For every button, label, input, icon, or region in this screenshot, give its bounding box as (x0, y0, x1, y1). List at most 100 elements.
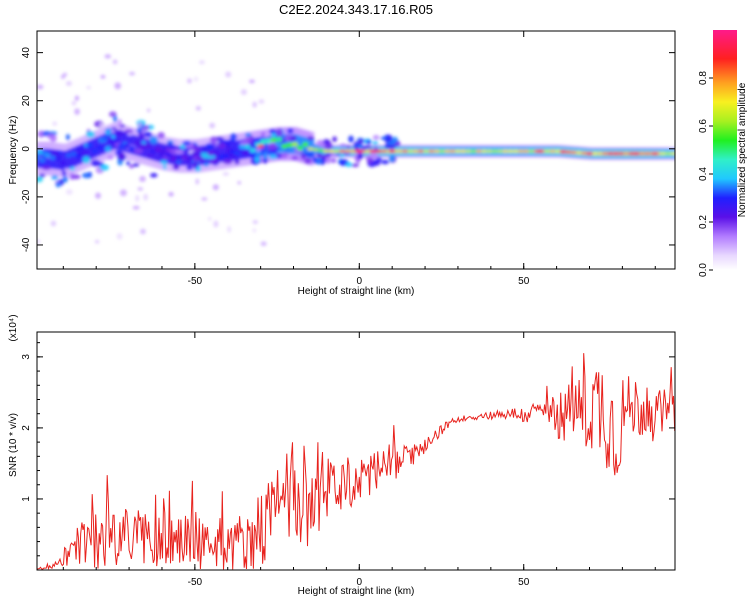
heatmap-outlier (139, 175, 146, 183)
heatmap-blob (112, 115, 118, 123)
heatmap-core (207, 151, 214, 156)
heatmap-core (544, 149, 551, 153)
heatmap-blob (85, 131, 96, 138)
heatmap-peak (559, 150, 567, 154)
heatmap-outlier (209, 122, 216, 129)
heatmap-outlier (193, 76, 199, 82)
heatmap-core (260, 139, 267, 145)
heatmap-blob (99, 164, 110, 171)
heatmap-blob (39, 173, 46, 178)
spectrogram-ticks: -50 0 50 -40 -20 0 20 40 (21, 31, 675, 287)
heatmap-band-cell (103, 133, 110, 153)
heatmap-blob (345, 162, 353, 168)
heatmap-blob (75, 146, 84, 152)
snr-ticks: -50 0 50 1 2 3 (21, 332, 675, 588)
heatmap-blob (369, 152, 379, 160)
heatmap-core (81, 150, 88, 156)
heatmap-outlier (227, 226, 232, 233)
heatmap-band-cell (170, 145, 177, 165)
heatmap-core (465, 149, 472, 153)
colorbar-tick-label: 0.0 (698, 263, 709, 277)
heatmap-blob (205, 160, 210, 164)
heatmap-core (665, 152, 672, 156)
heatmap-outlier (119, 189, 127, 197)
heatmap-blob (55, 181, 61, 188)
heatmap-band-cell (99, 135, 106, 155)
heatmap-outlier (225, 71, 232, 78)
heatmap-blob (280, 152, 289, 159)
heatmap-outlier (237, 181, 241, 185)
heatmap-core (444, 149, 451, 153)
heatmap-core (112, 138, 120, 144)
chart-title: C2E2.2024.343.17.16.R05 (279, 2, 433, 17)
heatmap-band-cell (146, 139, 153, 159)
heatmap-outlier (212, 184, 219, 191)
heatmap-core (475, 149, 483, 153)
heatmap-band-cell (174, 145, 181, 166)
heatmap-blob (291, 155, 299, 161)
heatmap-blob (366, 157, 374, 164)
heatmap-outlier (104, 54, 112, 59)
heatmap-outlier (195, 106, 201, 111)
heatmap-core (323, 149, 330, 153)
heatmap-blob (167, 141, 173, 145)
heatmap-core (407, 149, 414, 153)
heatmap-band-cell (185, 146, 192, 166)
heatmap-blob (209, 157, 219, 164)
heatmap-blob (247, 138, 254, 142)
heatmap-blob (356, 153, 364, 160)
heatmap-core (286, 142, 293, 148)
heatmap-core (154, 147, 162, 153)
heatmap-outlier (74, 108, 80, 115)
heatmap-core (296, 145, 304, 151)
x-tick-label: -50 (188, 276, 203, 287)
heatmap-core (523, 149, 530, 153)
heatmap-core (565, 150, 572, 154)
heatmap-core (454, 149, 462, 153)
spectrogram-frame (36, 30, 676, 270)
heatmap-core (570, 150, 577, 155)
heatmap-outlier (240, 89, 247, 95)
heatmap-outlier (37, 239, 40, 244)
heatmap-core (349, 149, 356, 153)
heatmap-core (481, 149, 488, 153)
heatmap-blob (389, 155, 396, 162)
heatmap-core (60, 160, 67, 166)
heatmap-blob (254, 156, 260, 163)
heatmap-blob (300, 152, 306, 160)
heatmap-outlier (63, 168, 71, 172)
heatmap-blob (175, 150, 184, 155)
heatmap-blob (304, 157, 312, 164)
heatmap-core (417, 149, 425, 153)
x-tick-label: 0 (357, 577, 363, 588)
heatmap-outlier (207, 216, 212, 221)
heatmap-core (291, 141, 299, 147)
heatmap-core (281, 143, 288, 149)
heatmap-outlier (65, 81, 72, 86)
y-tick-label: 1 (21, 496, 32, 502)
heatmap-blob (275, 128, 284, 137)
heatmap-peak (632, 152, 640, 156)
heatmap-core (37, 154, 41, 160)
heatmap-blob (339, 143, 348, 148)
heatmap-core (423, 149, 430, 153)
heatmap-blob (203, 163, 210, 167)
heatmap-blob (263, 152, 268, 160)
heatmap-blob (168, 144, 177, 150)
heatmap-core (333, 149, 341, 153)
heatmap-core (39, 157, 46, 163)
heatmap-peak (536, 149, 544, 153)
heatmap-blob (366, 140, 371, 145)
heatmap-core (270, 137, 277, 143)
heatmap-outlier (95, 192, 101, 199)
heatmap-core (491, 149, 498, 153)
heatmap-blob (65, 133, 70, 141)
heatmap-outlier (187, 78, 192, 84)
heatmap-core (338, 149, 346, 153)
spectrogram-ylabel: Frequency (Hz) (8, 116, 19, 185)
heatmap-core (196, 156, 204, 162)
heatmap-band-cell (189, 146, 196, 166)
heatmap-outlier (143, 193, 148, 201)
x-tick-label: -50 (188, 577, 203, 588)
heatmap-core (233, 150, 241, 156)
